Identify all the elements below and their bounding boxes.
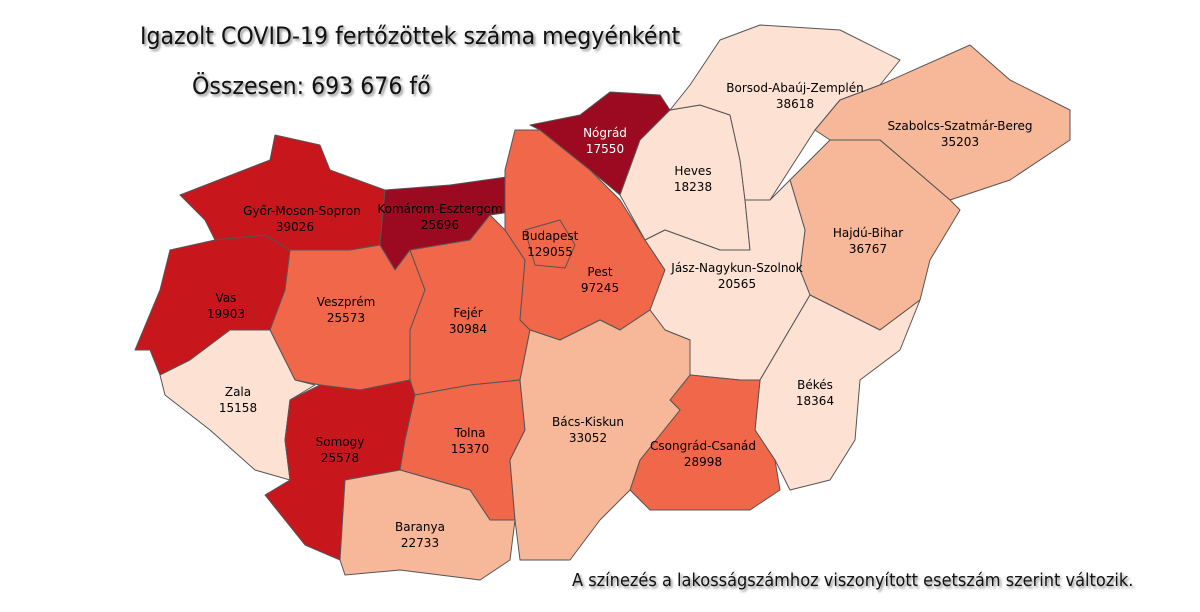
label-heves: Heves 18238 bbox=[674, 164, 712, 194]
label-borsod: Borsod-Abaúj-Zemplén 38618 bbox=[726, 81, 863, 111]
county-name: Szabolcs-Szatmár-Bereg bbox=[887, 119, 1032, 133]
county-name: Fejér bbox=[453, 306, 482, 320]
county-name: Vas bbox=[216, 291, 237, 305]
county-cases: 97245 bbox=[581, 281, 619, 295]
county-name: Veszprém bbox=[317, 295, 376, 309]
county-name: Jász-Nagykun-Szolnok bbox=[670, 261, 802, 275]
label-komarom: Komárom-Esztergom 25696 bbox=[377, 202, 502, 232]
county-cases: 33052 bbox=[569, 431, 607, 445]
label-baranya: Baranya 22733 bbox=[395, 520, 445, 550]
county-cases: 15158 bbox=[219, 401, 257, 415]
county-name: Baranya bbox=[395, 520, 445, 534]
county-cases: 39026 bbox=[276, 220, 314, 234]
label-szabolcs: Szabolcs-Szatmár-Bereg 35203 bbox=[887, 119, 1032, 149]
map-title: Igazolt COVID-19 fertőzöttek száma megyé… bbox=[140, 22, 681, 50]
county-cases: 18364 bbox=[796, 394, 834, 408]
county-name: Győr-Moson-Sopron bbox=[243, 204, 361, 218]
county-baranya[interactable] bbox=[339, 469, 516, 581]
county-name: Nógrád bbox=[583, 126, 627, 140]
county-cases: 129055 bbox=[527, 245, 573, 259]
county-cases: 19903 bbox=[207, 307, 245, 321]
county-cases: 35203 bbox=[941, 135, 979, 149]
label-nograd: Nógrád 17550 bbox=[583, 126, 627, 156]
label-vas: Vas 19903 bbox=[207, 291, 245, 321]
county-name: Somogy bbox=[316, 435, 365, 449]
county-name: Pest bbox=[587, 265, 612, 279]
county-cases: 20565 bbox=[718, 277, 756, 291]
label-veszprem: Veszprém 25573 bbox=[317, 295, 376, 325]
county-name: Zala bbox=[225, 385, 251, 399]
county-cases: 28998 bbox=[684, 455, 722, 469]
label-gyor: Győr-Moson-Sopron 39026 bbox=[243, 204, 361, 234]
county-cases: 38618 bbox=[776, 97, 814, 111]
label-tolna: Tolna 15370 bbox=[451, 426, 489, 456]
label-fejer: Fejér 30984 bbox=[449, 306, 487, 336]
county-name: Komárom-Esztergom bbox=[377, 202, 502, 216]
label-budapest: Budapest 129055 bbox=[522, 229, 579, 259]
coloring-note: A színezés a lakosságszámhoz viszonyítot… bbox=[572, 570, 1134, 591]
county-name: Budapest bbox=[522, 229, 579, 243]
label-somogy: Somogy 25578 bbox=[316, 435, 365, 465]
county-cases: 25573 bbox=[327, 311, 365, 325]
label-zala: Zala 15158 bbox=[219, 385, 257, 415]
county-cases: 18238 bbox=[674, 180, 712, 194]
county-name: Borsod-Abaúj-Zemplén bbox=[726, 81, 863, 95]
county-cases: 25578 bbox=[321, 451, 359, 465]
county-name: Békés bbox=[797, 378, 833, 392]
county-name: Hajdú-Bihar bbox=[833, 226, 903, 240]
label-bacs: Bács-Kiskun 33052 bbox=[552, 415, 624, 445]
county-name: Tolna bbox=[454, 426, 486, 440]
county-cases: 22733 bbox=[401, 536, 439, 550]
total-cases: Összesen: 693 676 fő bbox=[192, 72, 431, 100]
county-cases: 17550 bbox=[586, 142, 624, 156]
county-bacs-kiskun[interactable] bbox=[509, 309, 691, 561]
county-cases: 36767 bbox=[849, 242, 887, 256]
county-name: Csongrád-Csanád bbox=[650, 439, 756, 453]
county-cases: 30984 bbox=[449, 322, 487, 336]
label-csongrad: Csongrád-Csanád 28998 bbox=[650, 439, 756, 469]
county-name: Heves bbox=[674, 164, 711, 178]
label-pest: Pest 97245 bbox=[581, 265, 619, 295]
county-name: Bács-Kiskun bbox=[552, 415, 624, 429]
label-hajdu: Hajdú-Bihar 36767 bbox=[833, 226, 903, 256]
label-bekes: Békés 18364 bbox=[796, 378, 834, 408]
county-cases: 15370 bbox=[451, 442, 489, 456]
county-budapest[interactable] bbox=[524, 219, 576, 269]
label-jasz: Jász-Nagykun-Szolnok 20565 bbox=[670, 261, 802, 291]
county-cases: 25696 bbox=[421, 218, 459, 232]
